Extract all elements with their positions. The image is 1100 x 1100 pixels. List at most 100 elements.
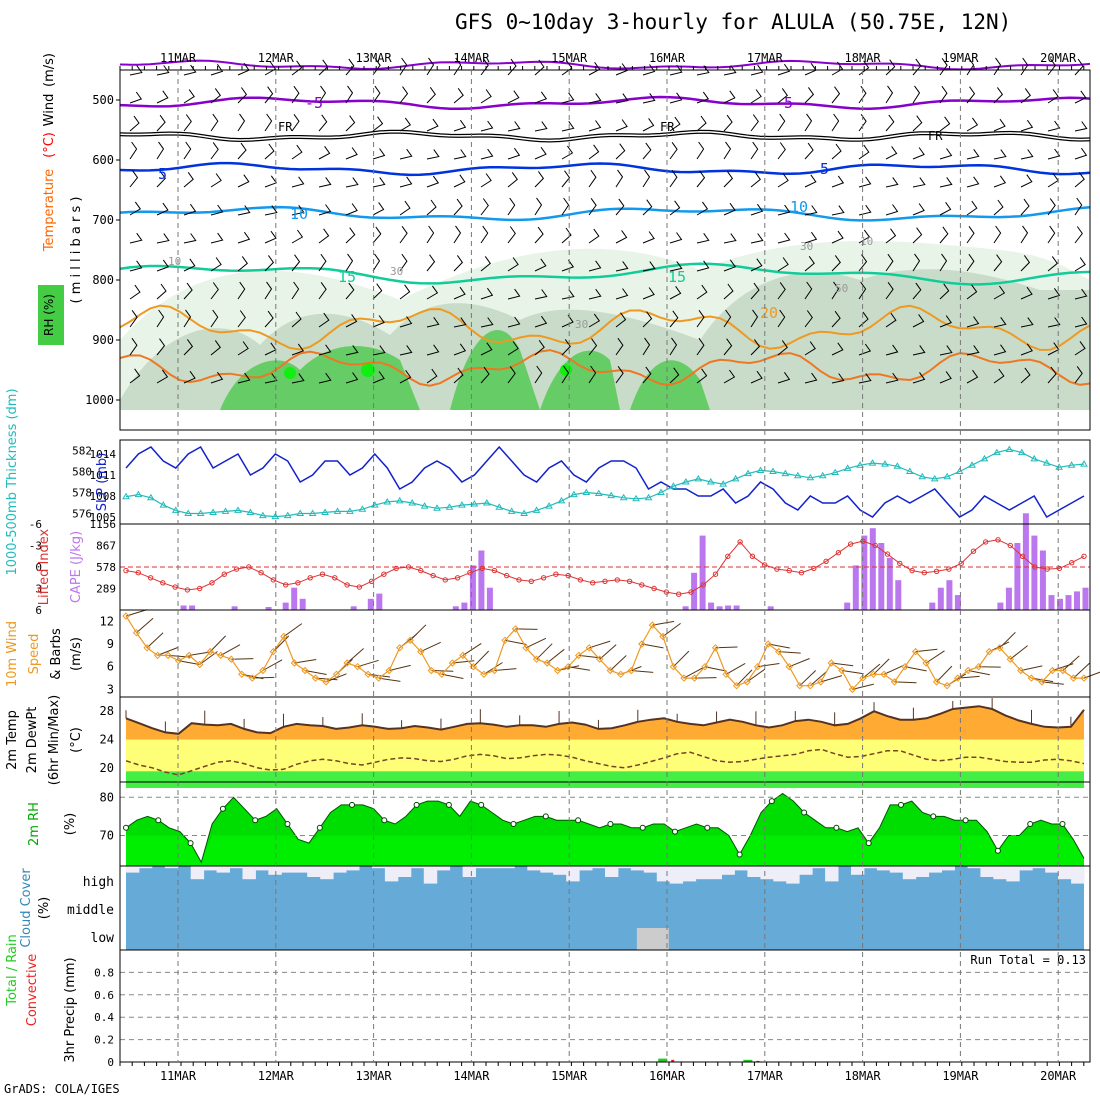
wind-barb [696, 310, 705, 328]
wind10-point [953, 674, 962, 682]
temp-contour-minus10 [119, 59, 1091, 71]
li-point [307, 575, 313, 581]
wind-barb [750, 258, 763, 272]
wind-barb [804, 281, 813, 300]
wind-barb [723, 369, 736, 384]
wind10-barb [957, 675, 980, 679]
contour-label-fr: FR [660, 120, 675, 134]
ylabel-cape: CAPE (J/kg) [69, 531, 84, 603]
wind-barb [183, 258, 196, 272]
wind10-point [743, 678, 751, 686]
wind-barb [885, 177, 899, 188]
thickness-point [1067, 461, 1076, 468]
wind-barb [534, 258, 547, 272]
cape-bar [895, 580, 902, 610]
rh2m-point [123, 824, 129, 831]
contour-label-plus15: 15 [668, 268, 686, 286]
wind-barb [1047, 366, 1057, 384]
cloud-high-gap [346, 866, 360, 871]
wind-barb [642, 118, 655, 132]
wind-barb [210, 282, 219, 300]
wind10-barb [546, 648, 565, 664]
li-point [639, 582, 645, 588]
wind-barb [831, 175, 845, 188]
li-point [737, 539, 743, 545]
wind-barb [750, 339, 761, 356]
wind10-barb [915, 648, 938, 653]
cape-bar [1039, 550, 1046, 610]
x-label-bottom: 20MAR [1040, 1069, 1077, 1083]
wind10-barb [820, 675, 843, 683]
cloud-high-gap [203, 866, 218, 871]
wind-barb [264, 230, 277, 244]
wind-barb [210, 142, 219, 160]
wind-barb [642, 366, 652, 384]
wind10-point [595, 655, 604, 663]
wind-barb [426, 199, 437, 216]
wind-barb [507, 121, 521, 132]
wind-barb [264, 61, 277, 76]
ylabel-wind10-barbs: & Barbs [49, 628, 64, 680]
contour-label-minus5: -5 [775, 94, 793, 112]
cloud-high-gap [1045, 866, 1059, 873]
wind-barb [858, 204, 872, 216]
wind10-barb [862, 663, 881, 679]
li-point [712, 571, 719, 577]
wind-barb [777, 257, 789, 272]
wind10-barb [146, 632, 164, 649]
wind-barb [696, 337, 705, 356]
wind-barb [183, 339, 194, 356]
cape-bar [376, 593, 383, 610]
thickness-tick-label: 578 [72, 487, 92, 500]
wind-barb [534, 171, 545, 188]
wind-barb [1047, 58, 1056, 76]
wind10-barb [1041, 681, 1064, 685]
wind10-barb [778, 651, 801, 654]
wind-barb [453, 367, 464, 384]
thickness-point [196, 509, 205, 516]
wind-barb [750, 141, 759, 160]
wind-barb [156, 65, 170, 76]
wind-barb [318, 312, 330, 328]
wind-barb [264, 255, 275, 272]
wind-barb [507, 366, 516, 384]
thickness-point [893, 462, 902, 469]
thickness-point [793, 471, 802, 479]
precip-total-bar [658, 1058, 668, 1062]
wind-barb [129, 170, 139, 188]
thickness-panel [119, 439, 1091, 525]
wind-barb [372, 253, 381, 272]
wind10-point [501, 636, 509, 645]
x-label-top: 19MAR [942, 51, 979, 65]
thickness-point [756, 466, 765, 473]
ylabel-cloud-cover: Cloud Cover [19, 868, 34, 948]
cloud-high-gap [889, 866, 904, 873]
wind-barb [831, 113, 840, 132]
thickness-point [458, 501, 466, 508]
li-point [1081, 553, 1087, 559]
wind-barb [912, 372, 926, 384]
wind10-point [859, 674, 867, 682]
cloud-high-gap [1058, 866, 1072, 880]
li-point [1069, 560, 1075, 566]
wind-barb [966, 117, 979, 132]
wind10-barb [746, 668, 766, 683]
cloud-area [126, 866, 1084, 950]
x-label-bottom: 19MAR [942, 1069, 979, 1083]
rh2m-point [768, 798, 775, 805]
wind-barb [912, 314, 925, 328]
thickness-point [769, 467, 777, 474]
wind-barb [399, 57, 408, 76]
wind-barb [426, 57, 435, 76]
li-point [676, 591, 682, 597]
wind-barb [939, 283, 950, 300]
cloud-high-gap [980, 866, 994, 877]
wind-barb [885, 282, 894, 300]
wind10-barb [525, 637, 547, 649]
wind-barb [1074, 147, 1088, 160]
cape-bar [997, 602, 1004, 610]
wind10-barb [736, 669, 753, 687]
wind10-barb [599, 644, 617, 660]
wind-barb [426, 175, 440, 188]
x-label-top: 12MAR [258, 51, 295, 65]
